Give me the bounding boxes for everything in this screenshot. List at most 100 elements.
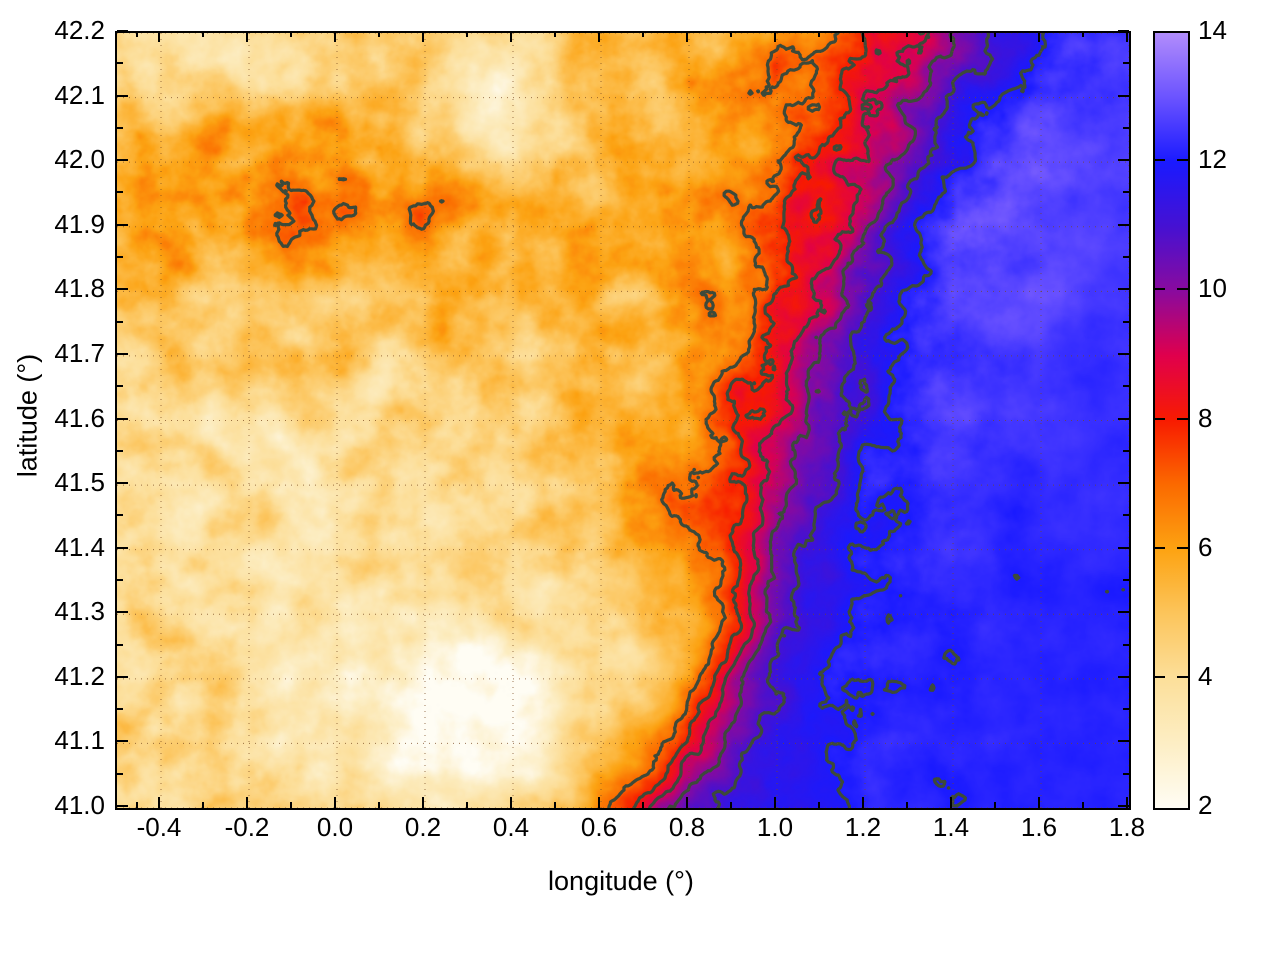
y-tick-label: 41.9: [54, 208, 105, 239]
colorbar-tick-label: 8: [1198, 402, 1213, 433]
y-tick-major: [117, 223, 128, 226]
colorbar-tick: [1153, 159, 1165, 162]
y-tick-label: 42.1: [54, 79, 105, 110]
x-tick-major: [686, 797, 688, 808]
y-tick-minor: [117, 578, 123, 581]
y-tick-minor: [117, 385, 123, 388]
x-tick-label: 1.4: [932, 812, 970, 842]
y-tick-minor: [117, 62, 123, 65]
x-tick-minor: [202, 802, 204, 808]
y-tick-minor: [117, 449, 123, 452]
y-tick-minor: [1123, 643, 1129, 646]
x-tick-minor: [642, 31, 644, 37]
y-tick-minor: [1123, 772, 1129, 775]
y-tick-label: 41.5: [54, 467, 105, 498]
x-tick-minor: [290, 802, 292, 808]
x-tick-major: [862, 797, 864, 808]
colorbar-tick: [1153, 288, 1165, 291]
y-tick-minor: [1123, 385, 1129, 388]
x-tick-minor: [136, 31, 138, 37]
x-tick-minor: [466, 802, 468, 808]
x-tick-label: -0.2: [224, 812, 270, 842]
x-tick-label: 1.2: [844, 812, 882, 842]
y-tick-label: 41.4: [54, 531, 105, 562]
contour-lines-overlay: [273, 33, 1126, 808]
y-tick-major: [1118, 94, 1129, 97]
x-tick-major: [950, 31, 952, 42]
x-tick-major: [246, 797, 248, 808]
y-tick-label: 41.0: [54, 790, 105, 820]
colorbar-tick: [1177, 417, 1189, 420]
x-tick-major: [686, 31, 688, 42]
y-tick-major: [1118, 223, 1129, 226]
y-tick-minor: [117, 772, 123, 775]
y-tick-major: [117, 288, 128, 291]
x-tick-major: [1126, 31, 1128, 42]
y-tick-label: 41.3: [54, 596, 105, 627]
y-tick-major: [1118, 288, 1129, 291]
colorbar-tick: [1177, 546, 1189, 549]
x-tick-minor: [378, 802, 380, 808]
colorbar-tick: [1153, 546, 1165, 549]
x-tick-major: [158, 31, 160, 42]
colorbar-tick: [1153, 675, 1165, 678]
y-tick-major: [1118, 740, 1129, 743]
x-tick-label: 0.8: [668, 812, 706, 842]
x-tick-label: 0.2: [404, 812, 442, 842]
y-tick-major: [1118, 159, 1129, 162]
colorbar[interactable]: [1153, 31, 1190, 810]
colorbar-tick: [1153, 417, 1165, 420]
y-tick-major: [117, 611, 128, 614]
x-tick-label: 1.8: [1108, 812, 1146, 842]
y-tick-major: [1118, 417, 1129, 420]
y-tick-major: [117, 159, 128, 162]
x-tick-minor: [818, 31, 820, 37]
y-tick-minor: [117, 126, 123, 129]
y-tick-major: [1118, 352, 1129, 355]
y-tick-label: 42.0: [54, 144, 105, 175]
x-tick-major: [774, 31, 776, 42]
y-tick-major: [117, 675, 128, 678]
x-tick-minor: [554, 31, 556, 37]
y-tick-label: 41.8: [54, 273, 105, 304]
colorbar-tick-label: 14: [1198, 15, 1227, 45]
colorbar-gradient: [1155, 33, 1188, 808]
x-tick-label: -0.4: [136, 812, 182, 842]
colorbar-tick-label: 12: [1198, 144, 1227, 175]
colorbar-tick-label: 4: [1198, 660, 1213, 691]
colorbar-tick-label: 2: [1198, 790, 1213, 820]
y-tick-major: [1118, 805, 1129, 807]
y-tick-minor: [1123, 191, 1129, 194]
x-tick-major: [158, 797, 160, 808]
x-tick-minor: [136, 802, 138, 808]
y-tick-minor: [117, 320, 123, 323]
y-tick-major: [117, 805, 128, 807]
x-tick-minor: [730, 802, 732, 808]
y-tick-major: [1118, 30, 1129, 32]
y-tick-minor: [1123, 126, 1129, 129]
heatmap-plot-area[interactable]: [115, 31, 1131, 810]
y-tick-minor: [117, 643, 123, 646]
y-tick-major: [117, 546, 128, 549]
colorbar-tick: [1177, 288, 1189, 291]
y-tick-major: [117, 740, 128, 743]
y-tick-major: [1118, 482, 1129, 485]
y-tick-major: [117, 30, 128, 32]
x-tick-minor: [1082, 802, 1084, 808]
x-tick-major: [1038, 31, 1040, 42]
y-tick-minor: [117, 514, 123, 517]
x-tick-minor: [378, 31, 380, 37]
y-tick-major: [117, 482, 128, 485]
y-tick-major: [117, 94, 128, 97]
x-tick-major: [598, 31, 600, 42]
colorbar-tick-label: 6: [1198, 531, 1213, 562]
x-tick-major: [422, 797, 424, 808]
x-tick-label: 0.4: [492, 812, 530, 842]
x-tick-minor: [202, 31, 204, 37]
x-tick-major: [774, 797, 776, 808]
y-tick-minor: [1123, 708, 1129, 711]
y-tick-major: [1118, 675, 1129, 678]
x-tick-minor: [906, 802, 908, 808]
x-tick-minor: [290, 31, 292, 37]
